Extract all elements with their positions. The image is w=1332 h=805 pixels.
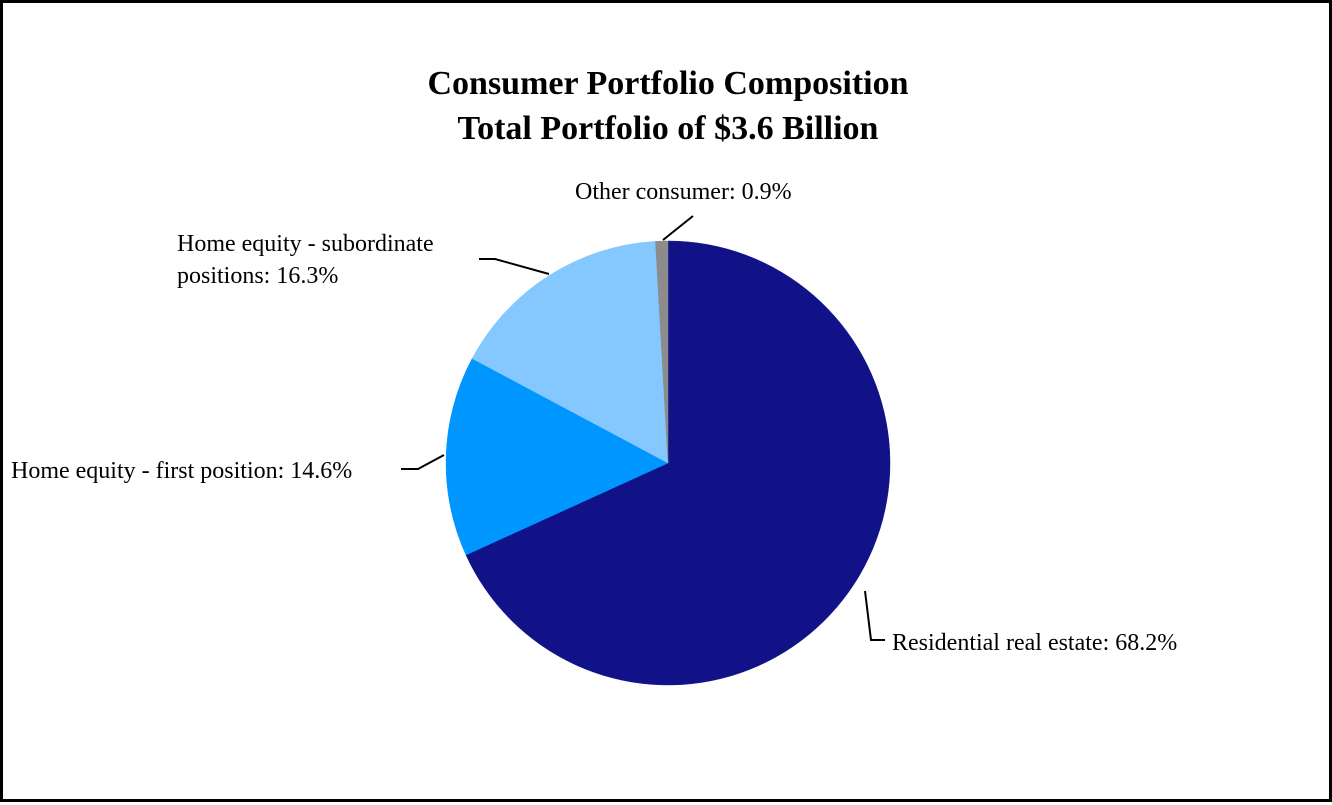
slice-residential: [465, 240, 891, 686]
label-home-equity-first: Home equity - first position: 14.6%: [11, 458, 352, 484]
slice-other-consumer: [655, 240, 669, 464]
label-other-consumer: Other consumer: 0.9%: [575, 179, 792, 205]
leader-line-home-equity-subordinate: [479, 258, 550, 275]
label-home-equity-subordinate-line1: Home equity - subordinate: [177, 231, 434, 257]
chart-subtitle: Total Portfolio of $3.6 Billion: [458, 110, 879, 147]
label-home-equity-subordinate-line2: positions: 16.3%: [177, 263, 338, 289]
leader-line-home-equity-first: [401, 454, 445, 470]
leader-line-other-consumer: [662, 215, 694, 241]
chart-title: Consumer Portfolio Composition: [427, 65, 908, 102]
pie-chart: Consumer Portfolio Composition Total Por…: [11, 65, 1177, 686]
slice-home-equity-first: [445, 358, 669, 556]
leader-line-residential: [864, 590, 885, 641]
pie-slices: [445, 240, 891, 686]
label-residential: Residential real estate: 68.2%: [892, 630, 1177, 656]
slice-home-equity-subordinate: [471, 241, 669, 464]
